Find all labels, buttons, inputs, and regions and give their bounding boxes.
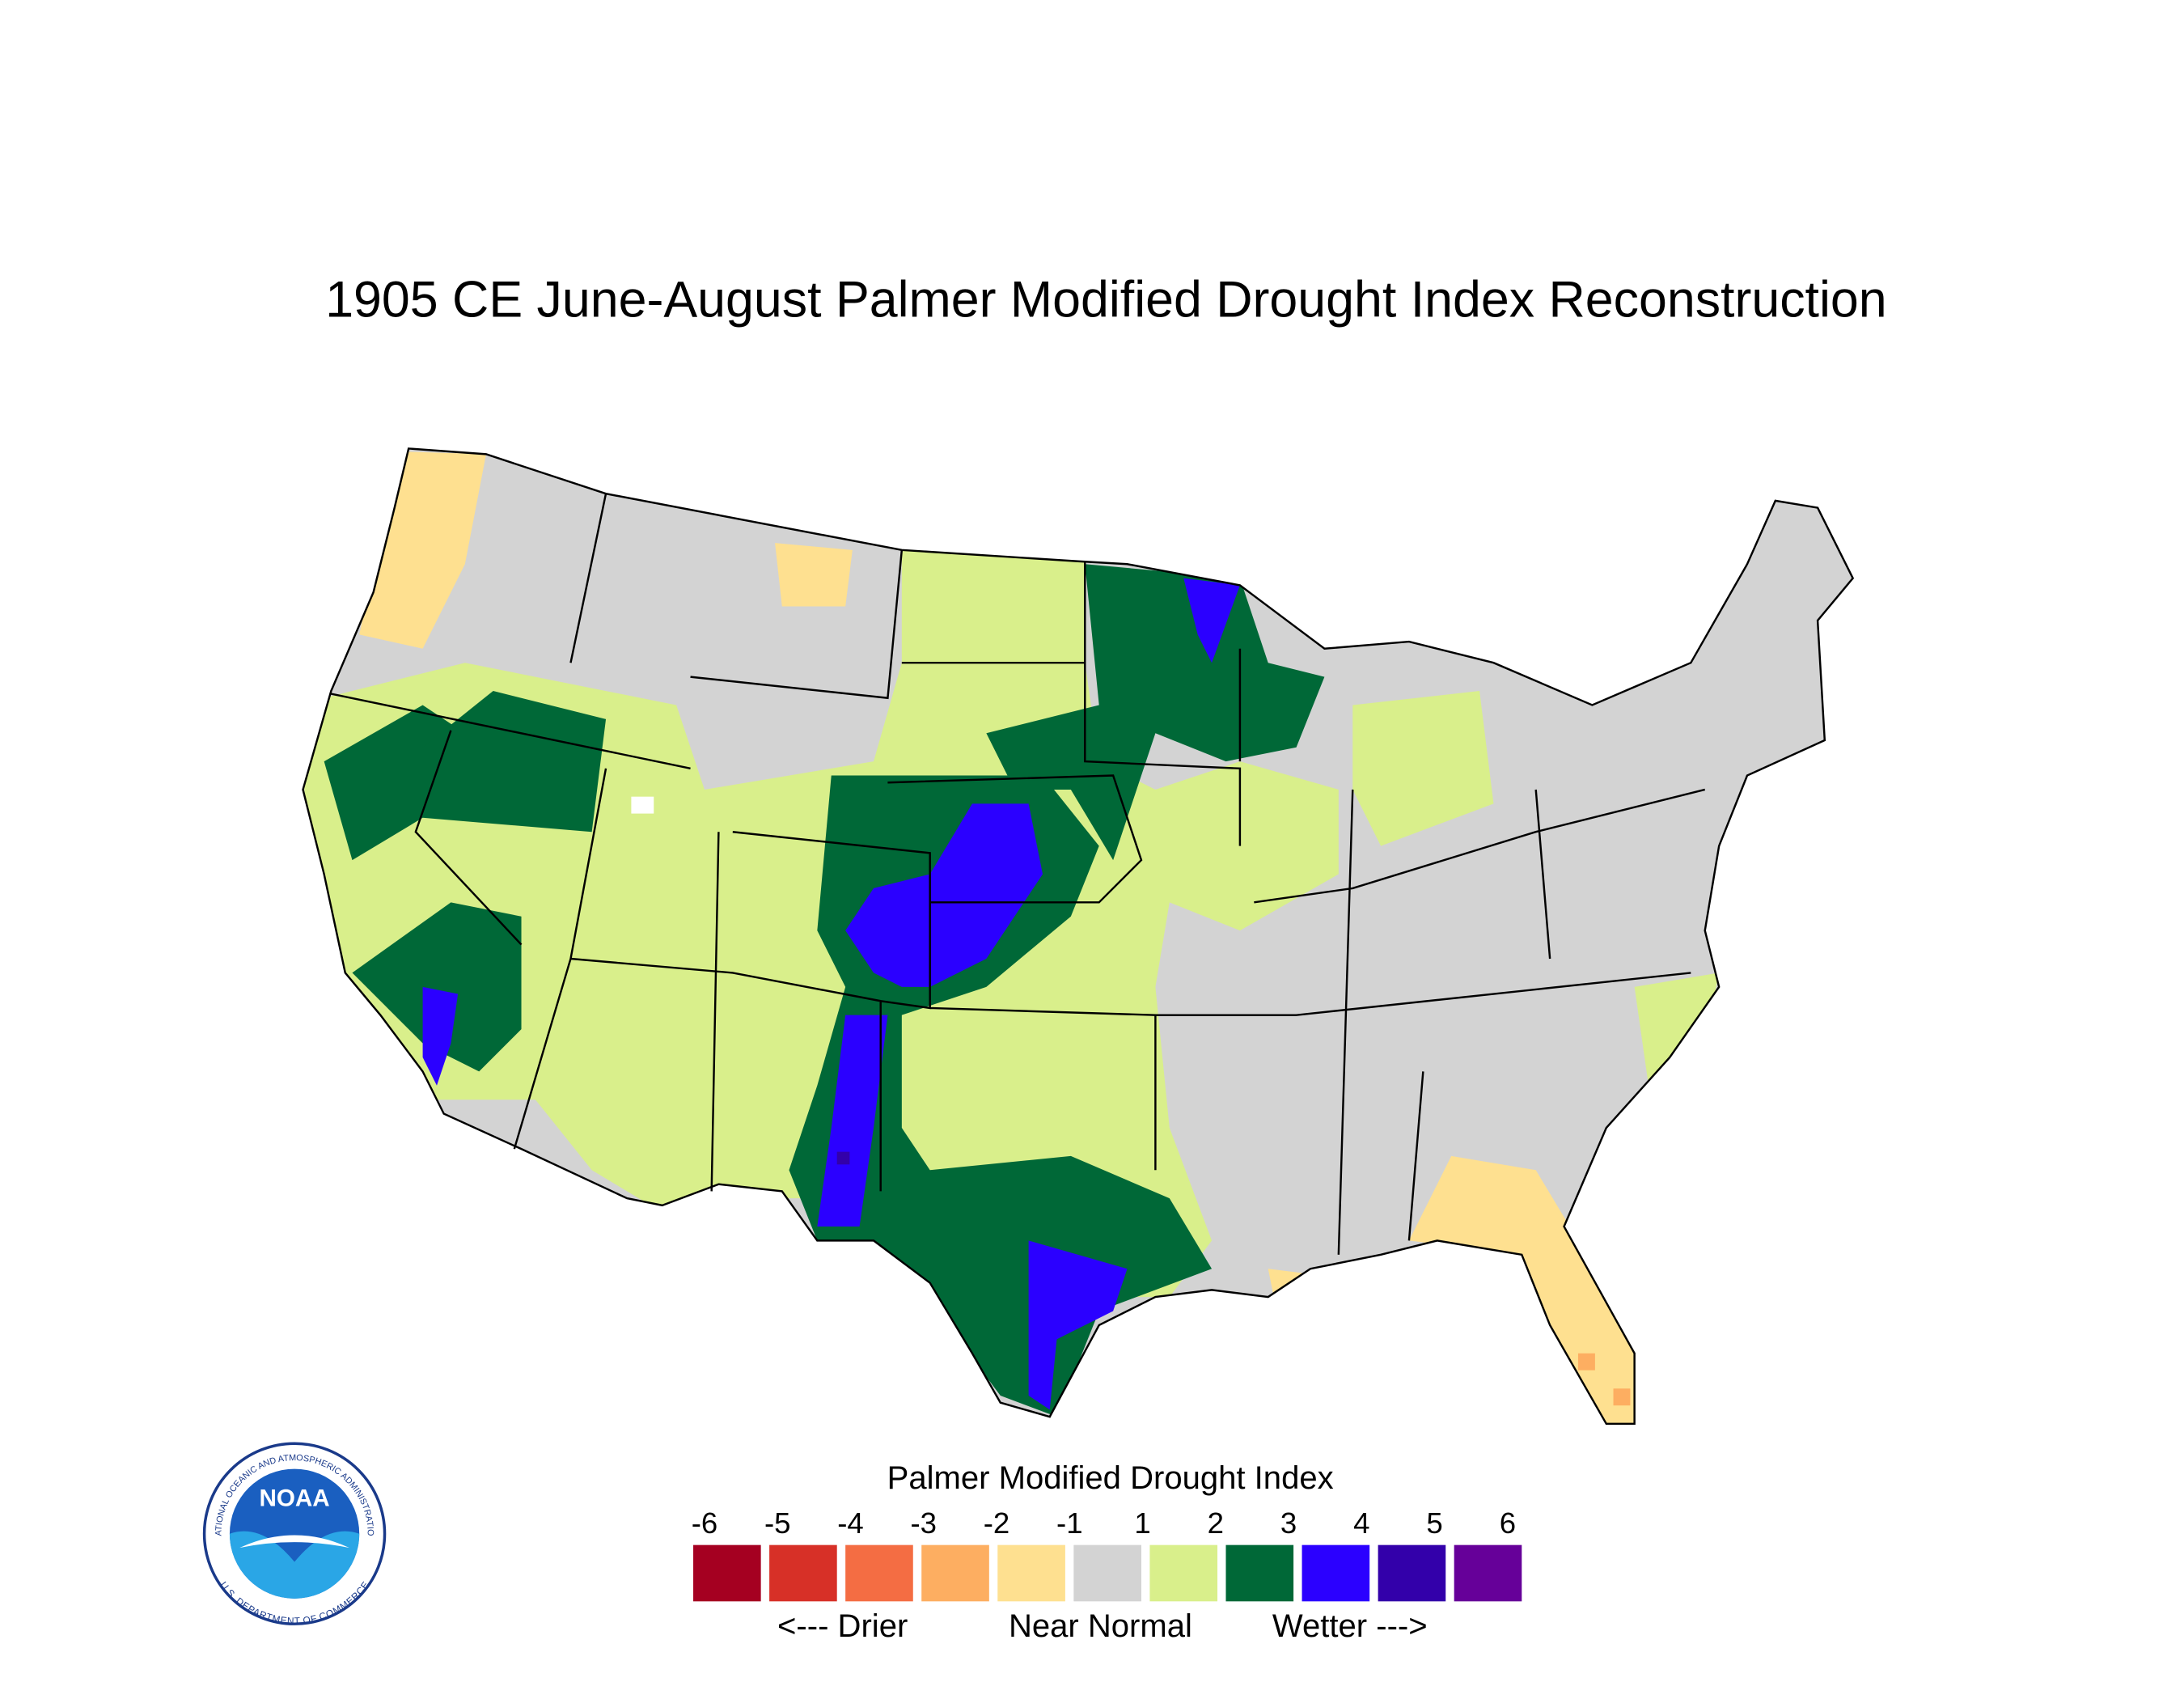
very-wet-region	[1183, 578, 1240, 663]
very-wet-region	[817, 1015, 888, 1227]
legend-tick-label: 6	[1500, 1506, 1516, 1540]
legend-title: Palmer Modified Drought Index	[887, 1460, 1334, 1496]
wet-region	[986, 564, 1325, 861]
legend-swatch	[1149, 1544, 1218, 1602]
legend-tick-label: -2	[984, 1506, 1010, 1540]
legend-tick-label: 5	[1426, 1506, 1442, 1540]
legend-swatch	[769, 1544, 837, 1602]
legend-tick-label: -4	[837, 1506, 864, 1540]
wet-region	[352, 902, 522, 1072]
logo-gull	[239, 1535, 349, 1549]
legend: Palmer Modified Drought Index <--- Drier…	[692, 1460, 1522, 1644]
legend-caption: Near Normal	[1009, 1608, 1192, 1644]
very-wet-region	[1028, 1240, 1128, 1410]
wet-region	[422, 691, 607, 833]
legend-caption: Wetter --->	[1272, 1608, 1428, 1644]
missing-cell	[631, 796, 654, 814]
dry-region	[1268, 1269, 1325, 1304]
legend-tick-label: -5	[764, 1506, 791, 1540]
legend-tick-label: -3	[910, 1506, 937, 1540]
legend-swatch	[1073, 1544, 1141, 1602]
legend-swatch	[921, 1544, 989, 1602]
very-wet-region	[422, 986, 459, 1086]
legend-swatch	[1454, 1544, 1522, 1602]
very-wet-region	[845, 803, 1043, 987]
legend-tick-label: 3	[1280, 1506, 1297, 1540]
map-title: 1905 CE June-August Palmer Modified Drou…	[325, 272, 1886, 328]
logo-wave	[229, 1531, 360, 1599]
near-normal-wet-region	[1634, 972, 1720, 1086]
dry-cell	[1577, 1353, 1595, 1371]
logo-name: NOAA	[259, 1485, 329, 1512]
legend-swatch	[997, 1544, 1065, 1602]
legend-swatch	[1225, 1544, 1294, 1602]
state-borders	[302, 447, 1854, 1426]
legend-tick-label: -6	[692, 1506, 718, 1540]
extreme-wet-cell	[836, 1151, 850, 1165]
legend-tick-label: -1	[1056, 1506, 1083, 1540]
near-normal-wet-region	[1352, 691, 1494, 846]
legend-swatch	[1302, 1544, 1370, 1602]
legend-tick-label: 4	[1353, 1506, 1369, 1540]
dry-region	[775, 543, 853, 607]
near-normal-wet-region	[901, 549, 1086, 663]
legend-swatch	[845, 1544, 913, 1602]
legend-tick-label: 1	[1134, 1506, 1150, 1540]
us-map	[302, 447, 1854, 1426]
legend-caption: <--- Drier	[777, 1608, 908, 1644]
legend-swatch	[693, 1544, 761, 1602]
dry-cell	[1613, 1388, 1631, 1406]
legend-tick-label: 2	[1208, 1506, 1224, 1540]
legend-swatch	[1378, 1544, 1446, 1602]
